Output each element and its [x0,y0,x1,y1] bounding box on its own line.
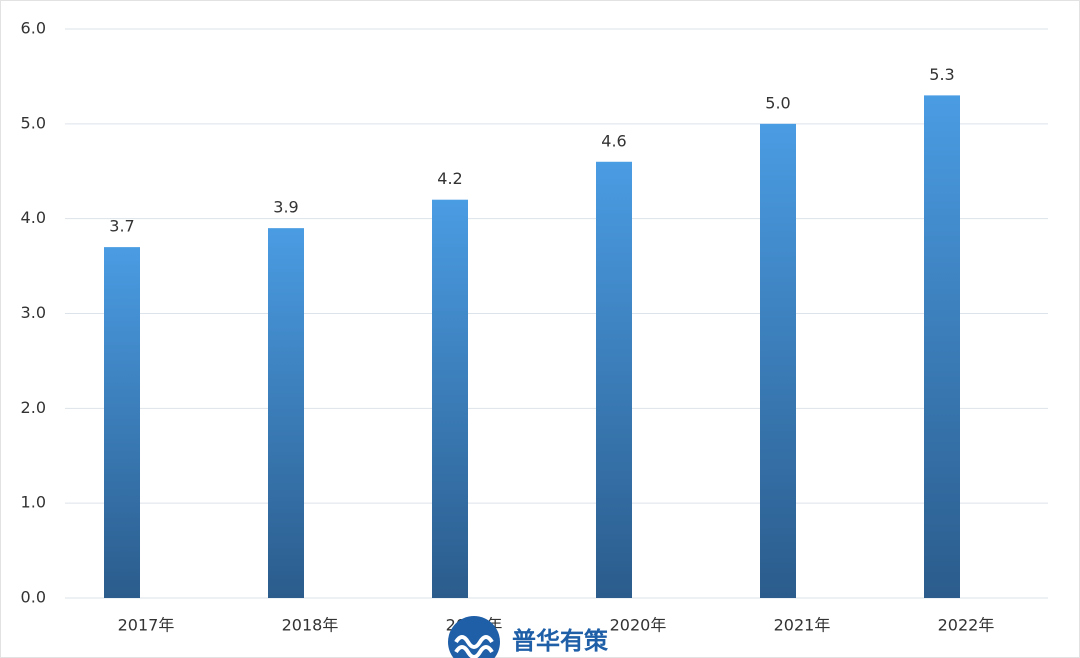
bar [924,95,960,598]
x-tick-label: 2017年 [118,616,175,635]
x-tick-label: 2018年 [282,616,339,635]
y-tick-label: 0.0 [21,588,46,607]
y-tick-label: 5.0 [21,113,46,132]
bar [432,199,468,598]
bar [596,161,632,598]
x-tick-label: 2022年 [938,616,995,635]
y-tick-label: 4.0 [21,208,46,227]
value-label: 5.0 [765,93,790,112]
watermark-logo [448,616,500,658]
value-label: 5.3 [929,65,954,84]
watermark-text: 普华有策 [512,627,609,655]
y-tick-label: 2.0 [21,398,46,417]
y-tick-label: 6.0 [21,19,46,38]
value-label: 3.7 [109,217,134,236]
value-label: 4.6 [601,131,626,150]
bar [104,247,140,598]
y-tick-label: 1.0 [21,493,46,512]
x-tick-label: 2021年 [774,616,831,635]
bar [268,228,304,598]
x-tick-label: 2020年 [610,616,667,635]
bar [760,123,796,598]
value-label: 3.9 [273,198,298,217]
value-label: 4.2 [437,169,462,188]
y-tick-label: 3.0 [21,303,46,322]
